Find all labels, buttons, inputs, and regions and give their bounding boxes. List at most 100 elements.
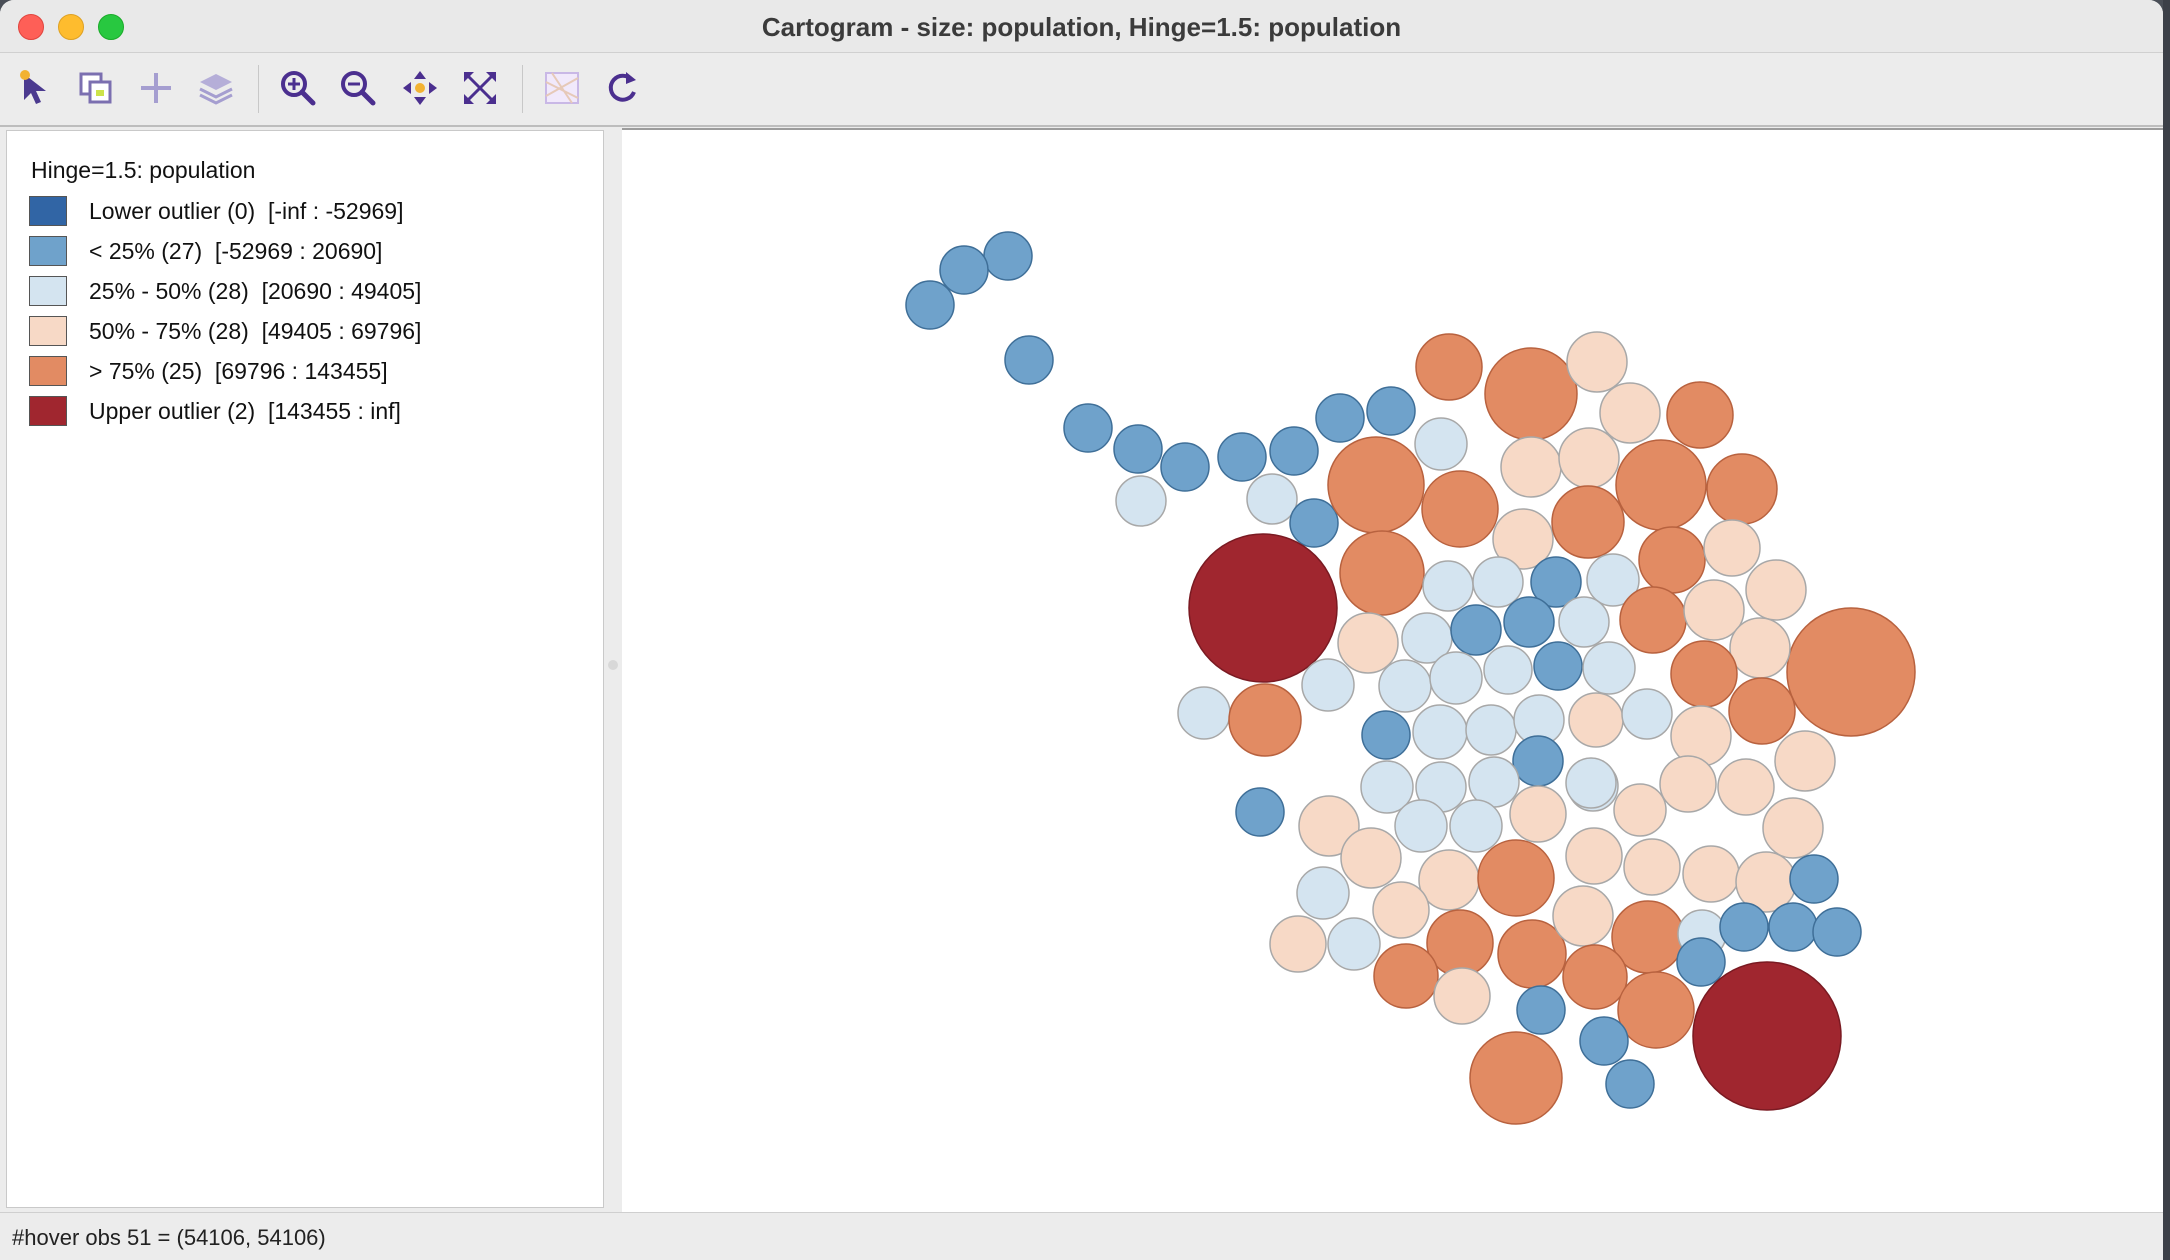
region-circle-third-quartile[interactable] xyxy=(1682,845,1740,903)
pan-button[interactable] xyxy=(397,65,443,111)
region-circle-third-quartile[interactable] xyxy=(1509,785,1567,843)
region-circle-third-quartile[interactable] xyxy=(1703,519,1761,577)
region-circle-second-quartile[interactable] xyxy=(1301,658,1355,712)
region-circle-second-quartile[interactable] xyxy=(1621,688,1673,740)
region-circle-upper-quartile[interactable] xyxy=(1339,530,1425,616)
region-circle-lower-quartile[interactable] xyxy=(1512,735,1564,787)
region-circle-upper-quartile[interactable] xyxy=(1373,943,1439,1009)
region-circle-third-quartile[interactable] xyxy=(1565,827,1623,885)
region-circle-third-quartile[interactable] xyxy=(1298,795,1360,857)
region-circle-upper-quartile[interactable] xyxy=(1786,607,1916,737)
region-circle-second-quartile[interactable] xyxy=(1472,556,1524,608)
region-circle-second-quartile[interactable] xyxy=(1414,417,1468,471)
region-circle-upper-outlier[interactable] xyxy=(1188,533,1338,683)
legend-item-quartile-4[interactable]: > 75% (25) [69796 : 143455] xyxy=(29,355,388,387)
region-circle-third-quartile[interactable] xyxy=(1623,838,1681,896)
region-circle-upper-outlier[interactable] xyxy=(1692,961,1842,1111)
region-circle-lower-quartile[interactable] xyxy=(1113,424,1163,474)
region-circle-upper-quartile[interactable] xyxy=(1415,333,1483,401)
add-layer-button[interactable] xyxy=(133,65,179,111)
region-circle-third-quartile[interactable] xyxy=(1433,967,1491,1025)
cartogram-canvas[interactable] xyxy=(622,130,2163,1210)
region-circle-upper-quartile[interactable] xyxy=(1666,381,1734,449)
legend-item-upper-outlier[interactable]: Upper outlier (2) [143455 : inf] xyxy=(29,395,401,427)
splitter-handle[interactable] xyxy=(608,660,618,670)
panel-splitter[interactable] xyxy=(604,128,620,1208)
region-circle-third-quartile[interactable] xyxy=(1762,797,1824,859)
region-circle-third-quartile[interactable] xyxy=(1552,885,1614,947)
layers-button[interactable] xyxy=(193,65,239,111)
legend-item-quartile-3[interactable]: 50% - 75% (28) [49405 : 69796] xyxy=(29,315,421,347)
region-circle-upper-quartile[interactable] xyxy=(1421,470,1499,548)
region-circle-second-quartile[interactable] xyxy=(1449,799,1503,853)
region-circle-third-quartile[interactable] xyxy=(1613,783,1667,837)
region-circle-third-quartile[interactable] xyxy=(1269,915,1327,973)
region-circle-lower-quartile[interactable] xyxy=(1719,902,1769,952)
region-circle-upper-quartile[interactable] xyxy=(1477,839,1555,917)
region-circle-third-quartile[interactable] xyxy=(1492,508,1554,570)
region-circle-upper-quartile[interactable] xyxy=(1615,439,1707,531)
region-circle-upper-quartile[interactable] xyxy=(1228,683,1302,757)
region-circle-lower-quartile[interactable] xyxy=(1063,403,1113,453)
cartogram-map[interactable] xyxy=(622,128,2163,1212)
region-circle-upper-quartile[interactable] xyxy=(1706,453,1778,525)
region-circle-lower-quartile[interactable] xyxy=(1503,596,1555,648)
region-circle-third-quartile[interactable] xyxy=(1729,617,1791,679)
region-circle-lower-quartile[interactable] xyxy=(1676,937,1726,987)
region-circle-third-quartile[interactable] xyxy=(1372,881,1430,939)
legend-item-quartile-2[interactable]: 25% - 50% (28) [20690 : 49405] xyxy=(29,275,421,307)
region-circle-third-quartile[interactable] xyxy=(1340,827,1402,889)
region-circle-second-quartile[interactable] xyxy=(1586,553,1640,607)
region-circle-upper-quartile[interactable] xyxy=(1327,436,1425,534)
region-circle-second-quartile[interactable] xyxy=(1465,704,1517,756)
region-circle-second-quartile[interactable] xyxy=(1394,799,1448,853)
region-circle-upper-quartile[interactable] xyxy=(1638,526,1706,594)
region-circle-lower-quartile[interactable] xyxy=(1160,442,1210,492)
region-circle-second-quartile[interactable] xyxy=(1565,757,1617,809)
region-circle-second-quartile[interactable] xyxy=(1115,475,1167,527)
region-circle-second-quartile[interactable] xyxy=(1296,866,1350,920)
zoom-in-button[interactable] xyxy=(275,65,321,111)
region-circle-upper-quartile[interactable] xyxy=(1484,347,1578,441)
region-circle-lower-quartile[interactable] xyxy=(1315,393,1365,443)
region-circle-lower-quartile[interactable] xyxy=(1361,710,1411,760)
region-circle-upper-quartile[interactable] xyxy=(1617,971,1695,1049)
region-circle-third-quartile[interactable] xyxy=(1500,436,1562,498)
region-circle-third-quartile[interactable] xyxy=(1558,427,1620,489)
region-circle-third-quartile[interactable] xyxy=(1745,559,1807,621)
region-circle-upper-quartile[interactable] xyxy=(1670,640,1738,708)
region-circle-second-quartile[interactable] xyxy=(1360,760,1414,814)
region-circle-lower-quartile[interactable] xyxy=(983,231,1033,281)
region-circle-lower-quartile[interactable] xyxy=(1789,854,1839,904)
region-circle-lower-quartile[interactable] xyxy=(1768,902,1818,952)
region-circle-lower-quartile[interactable] xyxy=(905,280,955,330)
copy-layer-button[interactable] xyxy=(73,65,119,111)
region-circle-second-quartile[interactable] xyxy=(1582,641,1636,695)
legend-item-lower-outlier[interactable]: Lower outlier (0) [-inf : -52969] xyxy=(29,195,403,227)
region-circle-second-quartile[interactable] xyxy=(1558,596,1610,648)
region-circle-lower-quartile[interactable] xyxy=(1235,787,1285,837)
select-tool-button[interactable] xyxy=(13,65,59,111)
refresh-button[interactable] xyxy=(599,65,645,111)
region-circle-third-quartile[interactable] xyxy=(1568,692,1624,748)
region-circle-third-quartile[interactable] xyxy=(1599,382,1661,444)
region-circle-lower-quartile[interactable] xyxy=(1289,498,1339,548)
region-circle-lower-quartile[interactable] xyxy=(1004,335,1054,385)
region-circle-lower-quartile[interactable] xyxy=(1269,426,1319,476)
full-extent-button[interactable] xyxy=(457,65,503,111)
region-circle-second-quartile[interactable] xyxy=(1483,645,1533,695)
region-circle-third-quartile[interactable] xyxy=(1774,730,1836,792)
region-circle-lower-quartile[interactable] xyxy=(1450,604,1502,656)
region-circle-second-quartile[interactable] xyxy=(1378,659,1432,713)
region-circle-upper-quartile[interactable] xyxy=(1728,677,1796,745)
region-circle-upper-quartile[interactable] xyxy=(1619,586,1687,654)
region-circle-upper-quartile[interactable] xyxy=(1551,485,1625,559)
region-circle-lower-quartile[interactable] xyxy=(1579,1016,1629,1066)
region-circle-lower-quartile[interactable] xyxy=(1366,386,1416,436)
region-circle-third-quartile[interactable] xyxy=(1717,758,1775,816)
region-circle-third-quartile[interactable] xyxy=(1659,755,1717,813)
region-circle-second-quartile[interactable] xyxy=(1246,473,1298,525)
region-circle-lower-quartile[interactable] xyxy=(939,245,989,295)
region-circle-lower-quartile[interactable] xyxy=(1812,907,1862,957)
region-circle-lower-quartile[interactable] xyxy=(1533,641,1583,691)
